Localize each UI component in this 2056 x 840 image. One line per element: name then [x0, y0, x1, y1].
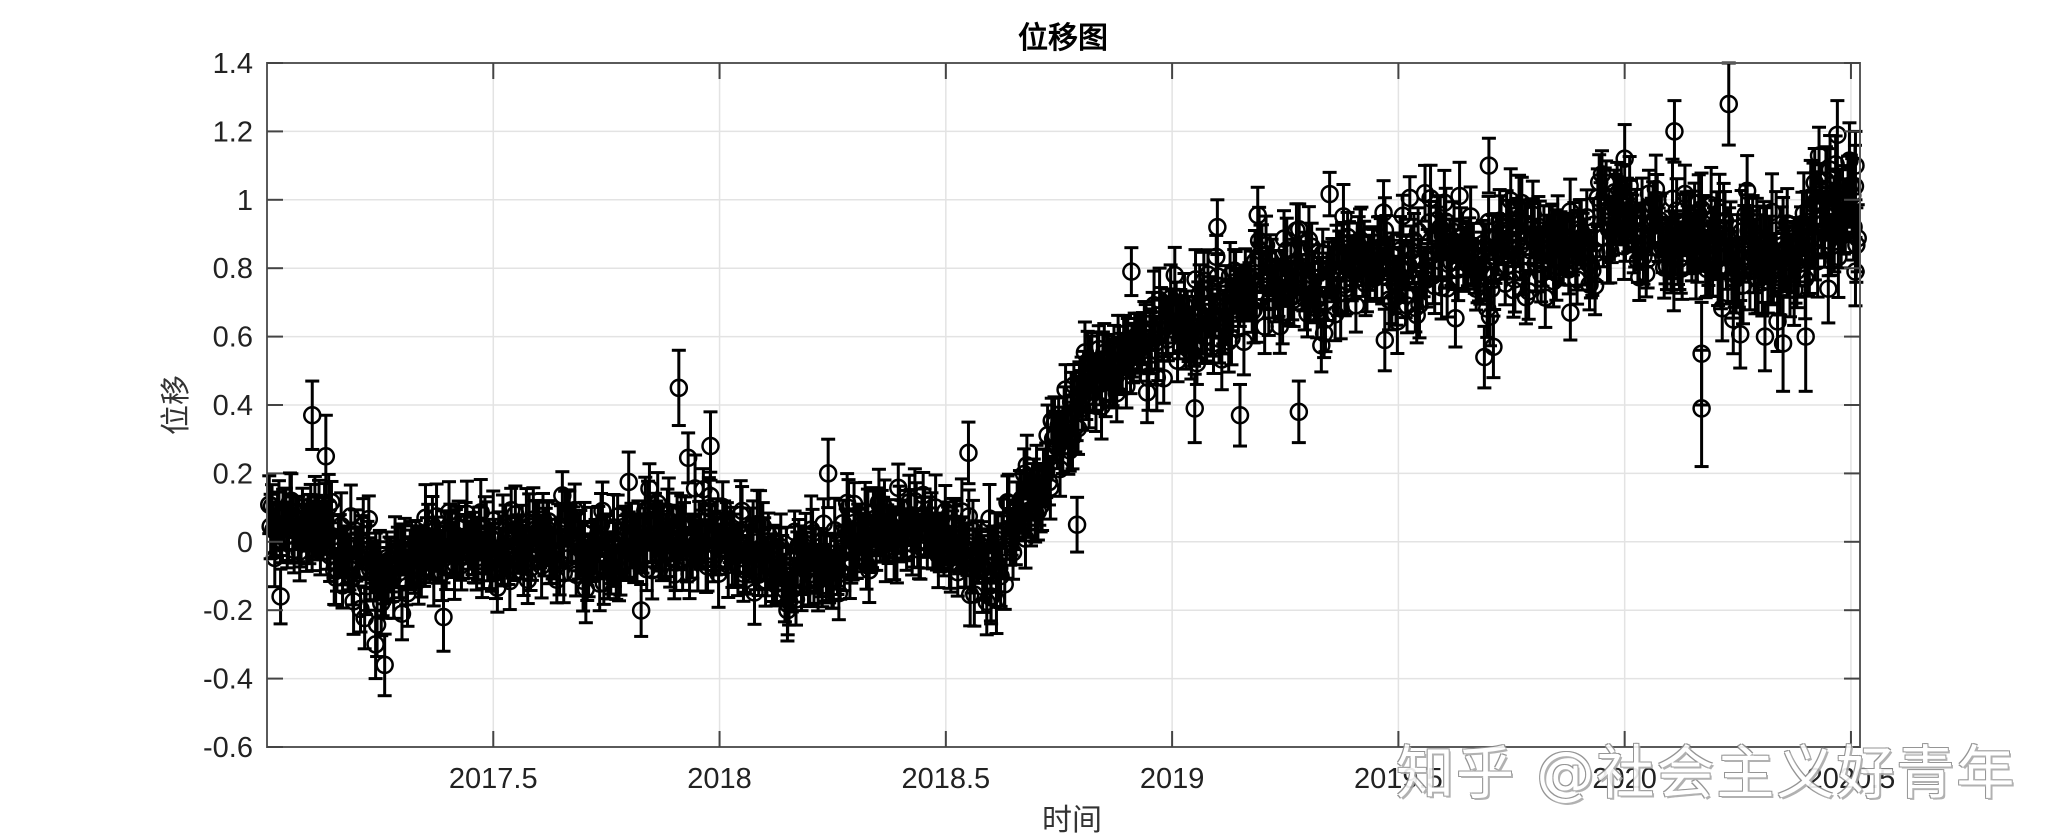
x-axis-label: 时间	[1042, 803, 1102, 838]
y-tick-label: 0.8	[213, 253, 253, 285]
y-tick-label: 0	[237, 527, 253, 559]
y-tick-label: 0.2	[213, 458, 253, 490]
x-tick-label: 2020	[1592, 763, 1657, 795]
chart-title: 位移图	[1018, 21, 1108, 56]
y-tick-label: 0.4	[213, 390, 253, 422]
y-tick-label: -0.4	[203, 664, 253, 696]
x-tick-label: 2020.5	[1807, 763, 1896, 795]
x-tick-label: 2019	[1140, 763, 1205, 795]
data-series-errorbars	[260, 61, 1867, 698]
x-tick-labels: 2017.5 2018 2018.5 2019 2019.5 2020 2020.5	[449, 763, 1895, 795]
x-tick-label: 2018.5	[901, 763, 990, 795]
y-tick-label: -0.6	[203, 732, 253, 764]
y-tick-label: -0.2	[203, 595, 253, 627]
y-axis-label: 位移	[159, 375, 194, 435]
axis-ticks	[267, 62, 1860, 748]
x-tick-label: 2019.5	[1354, 763, 1443, 795]
y-tick-label: 1.2	[213, 116, 253, 148]
x-tick-label: 2018	[687, 763, 752, 795]
y-tick-labels: -0.6 -0.4 -0.2 0 0.2 0.4 0.6 0.8 1 1.2 1.4	[203, 48, 253, 764]
x-tick-label: 2017.5	[449, 763, 538, 795]
y-tick-label: 1.4	[213, 48, 253, 80]
y-tick-label: 1	[237, 185, 253, 217]
y-tick-label: 0.6	[213, 322, 253, 354]
